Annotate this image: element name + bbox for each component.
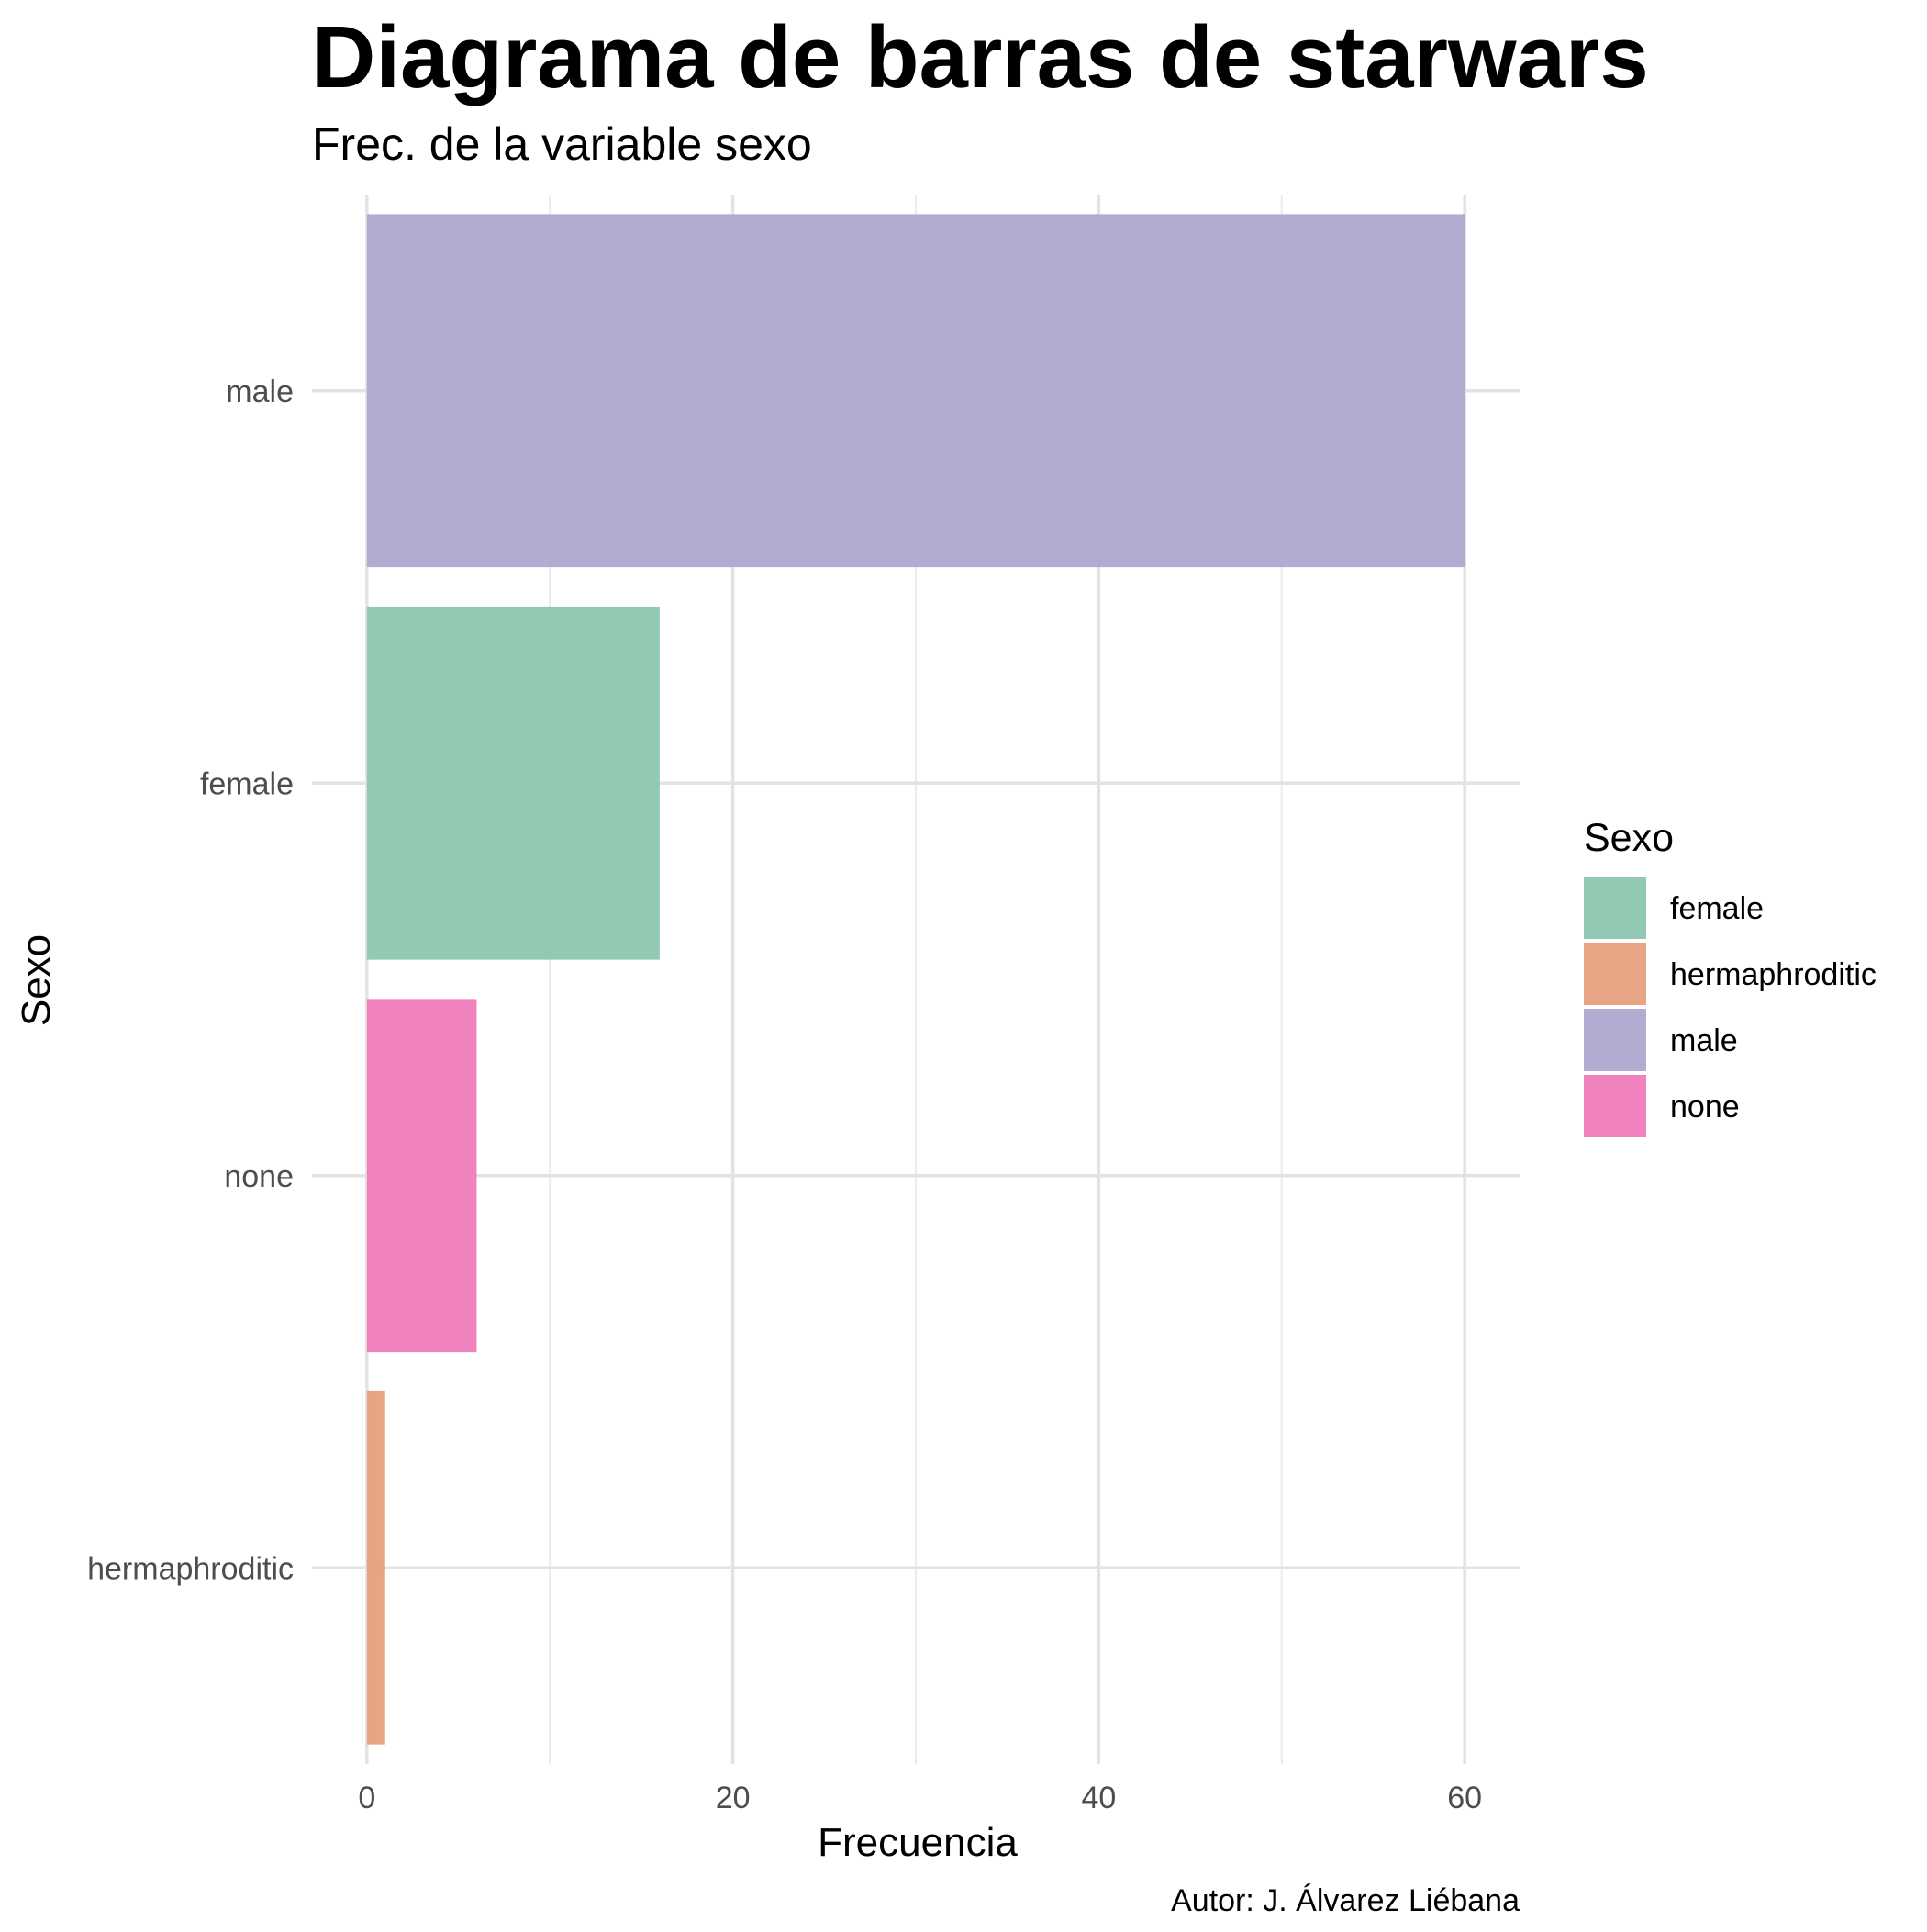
legend-key-hermaphroditic	[1584, 943, 1646, 1005]
legend-label: male	[1670, 1023, 1738, 1058]
y-tick-label: hermaphroditic	[87, 1551, 294, 1586]
legend: female hermaphroditic male none	[1584, 877, 1877, 1137]
bar-male	[366, 214, 1465, 568]
x-tick-label: 0	[358, 1781, 375, 1815]
chart-title: Diagrama de barras de starwars	[312, 8, 1649, 106]
bar-hermaphroditic	[366, 1390, 385, 1745]
x-tick-label: 20	[716, 1781, 751, 1815]
bars	[366, 214, 1465, 1745]
legend-label: hermaphroditic	[1670, 957, 1877, 992]
x-axis-title: Frecuencia	[818, 1820, 1018, 1865]
caption: Autor: J. Álvarez Liébana	[1171, 1883, 1520, 1918]
x-tick-label: 40	[1081, 1781, 1116, 1815]
y-axis-ticks: male female none hermaphroditic	[87, 374, 294, 1587]
legend-title: Sexo	[1584, 816, 1674, 860]
y-tick-label: male	[226, 374, 294, 409]
legend-key-male	[1584, 1009, 1646, 1071]
y-tick-label: female	[200, 766, 294, 801]
y-tick-label: none	[224, 1159, 294, 1194]
chart-subtitle: Frec. de la variable sexo	[312, 118, 812, 170]
legend-key-none	[1584, 1075, 1646, 1137]
bar-female	[366, 606, 660, 960]
bar-none	[366, 999, 477, 1353]
legend-key-female	[1584, 877, 1646, 939]
legend-label: female	[1670, 891, 1764, 926]
x-axis-ticks: 0 20 40 60	[358, 1781, 1482, 1815]
x-tick-label: 60	[1447, 1781, 1482, 1815]
legend-label: none	[1670, 1089, 1740, 1124]
y-axis-title: Sexo	[14, 934, 59, 1026]
